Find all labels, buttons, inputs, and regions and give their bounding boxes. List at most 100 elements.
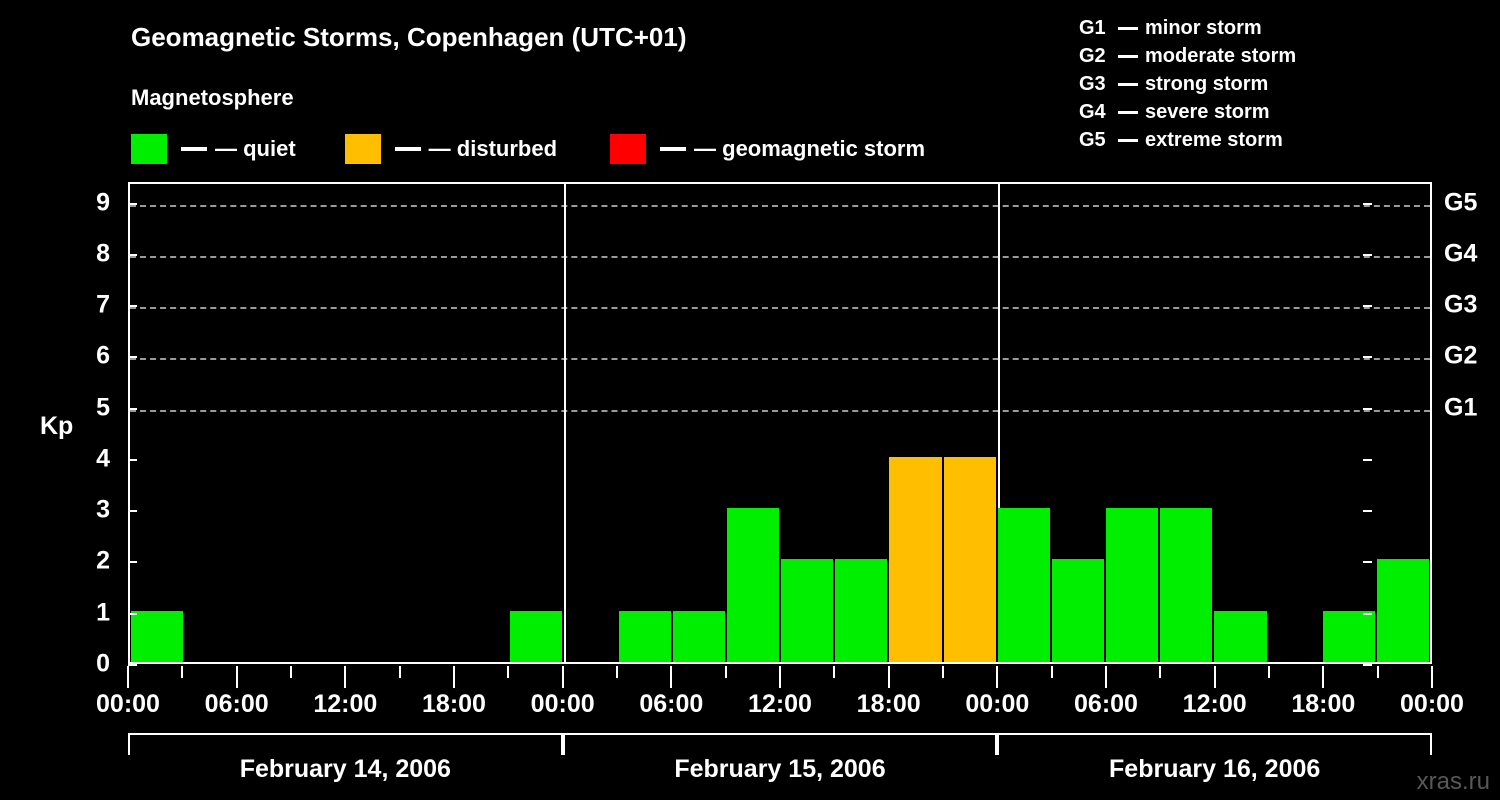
x-tick-major — [1431, 666, 1433, 688]
bar-slot — [184, 184, 238, 662]
y-tick-mark-0 — [128, 664, 137, 666]
date-label: February 15, 2006 — [674, 755, 886, 783]
legend-label-quiet: — quiet — [215, 136, 296, 161]
gridline-kp-9 — [130, 204, 1430, 207]
day-separator-line — [998, 184, 1001, 662]
legend-entry-geomagnetic-storm: — geomagnetic storm — [610, 134, 925, 164]
gscale-code: G1 — [1079, 16, 1106, 39]
bar-slot — [618, 184, 672, 662]
x-tick-label: 12:00 — [313, 690, 378, 718]
x-tick-label: 00:00 — [530, 690, 595, 718]
color-legend: — quiet — disturbed — geomagnetic storm — [131, 133, 925, 165]
g-tick-mark-7 — [1363, 305, 1372, 308]
x-tick-major — [561, 666, 564, 688]
bar-slot — [726, 184, 780, 662]
x-tick-minor — [507, 666, 510, 678]
gscale-legend-row-g4: G4 severe storm — [1079, 98, 1296, 126]
bar-series — [130, 184, 1430, 662]
bar-slot — [1051, 184, 1105, 662]
gridline-kp-5 — [130, 409, 1430, 412]
bar — [1214, 610, 1267, 662]
x-tick-major — [996, 666, 999, 688]
bar-slot — [780, 184, 834, 662]
legend-label-geomagnetic-storm: — geomagnetic storm — [694, 136, 926, 161]
gscale-code: G3 — [1079, 72, 1106, 95]
y-tick-label-3: 3 — [96, 495, 110, 524]
bar-slot — [563, 184, 617, 662]
gscale-dash-icon — [1118, 110, 1138, 114]
gridline-kp-7 — [130, 307, 1430, 310]
x-tick-minor — [398, 666, 401, 678]
gridline-kp-8 — [130, 255, 1430, 258]
bar-slot — [509, 184, 563, 662]
x-tick-label: 00:00 — [965, 690, 1030, 718]
x-tick-major — [1322, 666, 1325, 688]
bar-slot — [943, 184, 997, 662]
legend-entry-quiet: — quiet — [131, 134, 296, 164]
legend-swatch-geomagnetic-storm — [610, 134, 647, 164]
date-bracket — [562, 733, 998, 755]
bar — [618, 610, 671, 662]
x-tick-major — [127, 666, 129, 688]
bar-slot — [238, 184, 292, 662]
bar-slot — [888, 184, 942, 662]
y-tick-mark-3 — [128, 510, 137, 513]
date-bracket — [997, 733, 1432, 755]
bar-slot — [455, 184, 509, 662]
g-tick-mark-3 — [1363, 510, 1372, 513]
day-separator-line — [563, 184, 566, 662]
x-tick-label: 18:00 — [1291, 690, 1356, 718]
gscale-dash-icon — [1118, 138, 1138, 142]
y-tick-mark-1 — [128, 612, 137, 615]
bar-slot — [347, 184, 401, 662]
bar — [835, 559, 888, 662]
y-tick-label-9: 9 — [96, 188, 110, 216]
bar-slot — [997, 184, 1051, 662]
x-tick-minor — [1376, 666, 1379, 678]
legend-swatch-quiet — [131, 134, 167, 164]
gscale-legend: G1 minor storm G2 moderate storm G3 strong st… — [1079, 14, 1296, 154]
bar — [672, 610, 725, 662]
date-bracket — [128, 733, 563, 755]
x-tick-minor — [1050, 666, 1053, 678]
y-tick-label-0: 0 — [96, 649, 110, 678]
y-tick-label-4: 4 — [96, 444, 110, 473]
gscale-description: minor storm — [1145, 16, 1262, 39]
gridline-kp-6 — [130, 358, 1430, 361]
bar — [997, 508, 1050, 662]
x-tick-label: 12:00 — [1182, 690, 1247, 718]
x-tick-major — [779, 666, 781, 688]
x-tick-major — [453, 666, 455, 688]
bar-slot — [672, 184, 726, 662]
bar — [726, 508, 780, 662]
gscale-code: G4 — [1079, 100, 1106, 123]
x-tick-major — [1105, 666, 1107, 688]
bar — [889, 456, 942, 662]
y-tick-label-1: 1 — [96, 598, 110, 627]
x-tick-minor — [942, 666, 944, 678]
g-tick-mark-5 — [1363, 407, 1372, 410]
x-tick-label: 18:00 — [856, 690, 921, 718]
gscale-description: extreme storm — [1145, 128, 1283, 151]
x-tick-minor — [181, 666, 184, 678]
gscale-code: G2 — [1079, 44, 1106, 67]
y-axis-title: Kp — [40, 412, 74, 440]
y-axis: 0 1 2 3 4 5 6 7 8 9 — [60, 182, 110, 677]
g-tick-label-g1: G1 — [1444, 393, 1478, 422]
y-tick-label-6: 6 — [96, 341, 110, 370]
bar-slot — [1213, 184, 1267, 662]
x-tick-major — [670, 666, 673, 688]
bar — [781, 559, 834, 662]
g-tick-label-g4: G4 — [1444, 239, 1478, 268]
g-tick-mark-6 — [1363, 356, 1372, 359]
x-tick-major — [344, 666, 347, 688]
x-tick-label: 06:00 — [1074, 690, 1138, 718]
legend-dash-icon — [394, 147, 421, 151]
magnetosphere-label: Magnetosphere — [131, 85, 294, 110]
plot-area — [128, 182, 1432, 664]
x-tick-label: 12:00 — [748, 690, 812, 718]
bar — [1051, 559, 1105, 662]
bar — [943, 456, 996, 662]
y-tick-mark-5 — [128, 407, 137, 410]
g-tick-label-g2: G2 — [1444, 341, 1478, 370]
